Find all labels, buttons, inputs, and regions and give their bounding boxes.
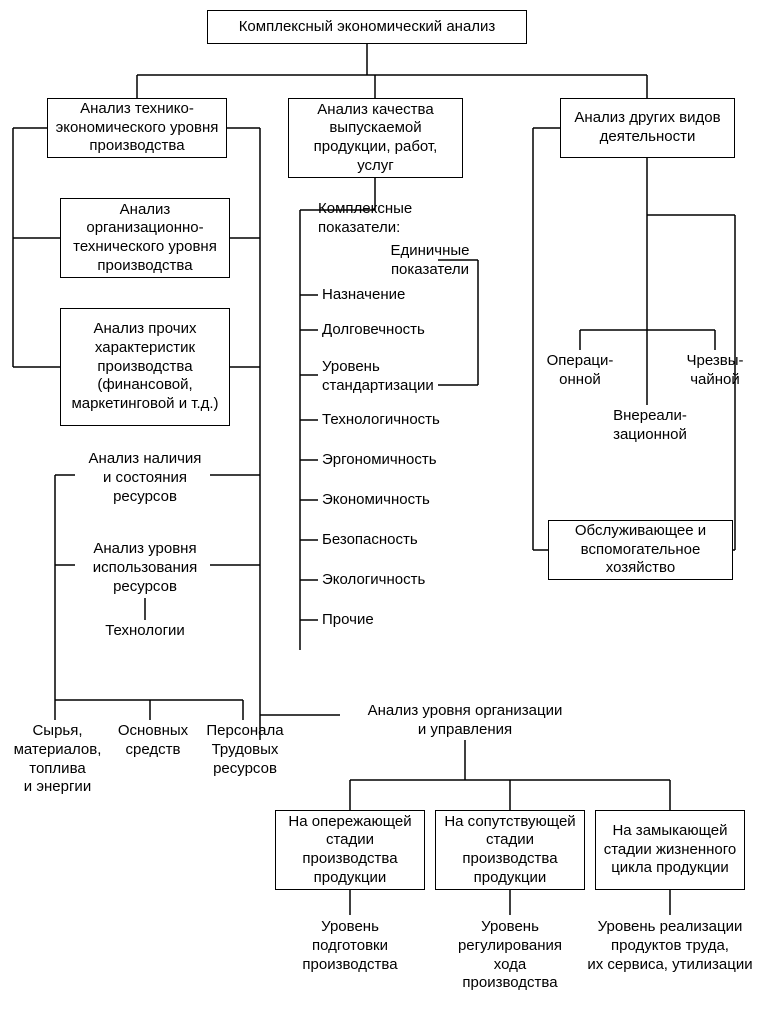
label-res-title1: Анализ наличия и состояния ресурсов [75,450,215,506]
label-b-item-3: Технологичность [322,411,440,430]
label-b-item-7: Экологичность [322,571,425,590]
label-c-child1: Операци- онной [540,352,620,390]
label-org-title: Анализ уровня организации и управления [345,702,585,740]
diagram-stage: Комплексный экономический анализ Анализ … [0,0,763,1021]
node-branch-c-label: Анализ других видов деятельности [567,109,728,147]
label-b-header: Комплексные показатели: [318,200,468,238]
node-a-sub1-label: Анализ организационно- технического уров… [67,201,223,276]
label-b-item-8: Прочие [322,611,374,630]
label-b-item-2: Уровень стандартизации [322,358,434,396]
label-org-leaf1: Уровень подготовки производства [275,918,425,974]
label-b-single: Единичные показатели [380,242,480,280]
node-branch-a: Анализ технико- экономического уровня пр… [47,98,227,158]
node-c-support: Обслуживающее и вспомогательное хозяйств… [548,520,733,580]
node-branch-b: Анализ качества выпускаемой продукции, р… [288,98,463,178]
node-org-box1: На опережающей стадии производства проду… [275,810,425,890]
node-c-support-label: Обслуживающее и вспомогательное хозяйств… [555,522,726,578]
label-b-item-6: Безопасность [322,531,418,550]
label-res-tech: Технологии [95,622,195,641]
node-org-box3-label: На замыкающей стадии жизненного цикла пр… [602,822,738,878]
label-res-leaf1: Сырья, материалов, топлива и энергии [10,722,105,797]
label-b-item-0: Назначение [322,286,405,305]
node-branch-c: Анализ других видов деятельности [560,98,735,158]
node-root: Комплексный экономический анализ [207,10,527,44]
label-res-leaf2: Основных средств [113,722,193,760]
label-c-child2: Чрезвы- чайной [675,352,755,390]
label-res-title2: Анализ уровня использования ресурсов [75,540,215,596]
label-c-child3: Внереали- зационной [600,407,700,445]
label-b-item-5: Экономичность [322,491,430,510]
node-branch-b-label: Анализ качества выпускаемой продукции, р… [295,101,456,176]
node-a-sub1: Анализ организационно- технического уров… [60,198,230,278]
label-b-item-1: Долговечность [322,321,425,340]
node-org-box1-label: На опережающей стадии производства проду… [282,813,418,888]
node-a-sub2: Анализ прочих характеристик производства… [60,308,230,426]
label-org-leaf2: Уровень регулирования хода производства [435,918,585,993]
label-org-leaf3: Уровень реализации продуктов труда, их с… [585,918,755,974]
node-org-box2: На сопутствующей стадии производства про… [435,810,585,890]
node-root-label: Комплексный экономический анализ [239,18,496,37]
label-b-item-4: Эргономичность [322,451,437,470]
node-branch-a-label: Анализ технико- экономического уровня пр… [54,100,220,156]
node-a-sub2-label: Анализ прочих характеристик производства… [67,320,223,414]
node-org-box3: На замыкающей стадии жизненного цикла пр… [595,810,745,890]
label-res-leaf3: Персонала Трудовых ресурсов [200,722,290,778]
node-org-box2-label: На сопутствующей стадии производства про… [442,813,578,888]
